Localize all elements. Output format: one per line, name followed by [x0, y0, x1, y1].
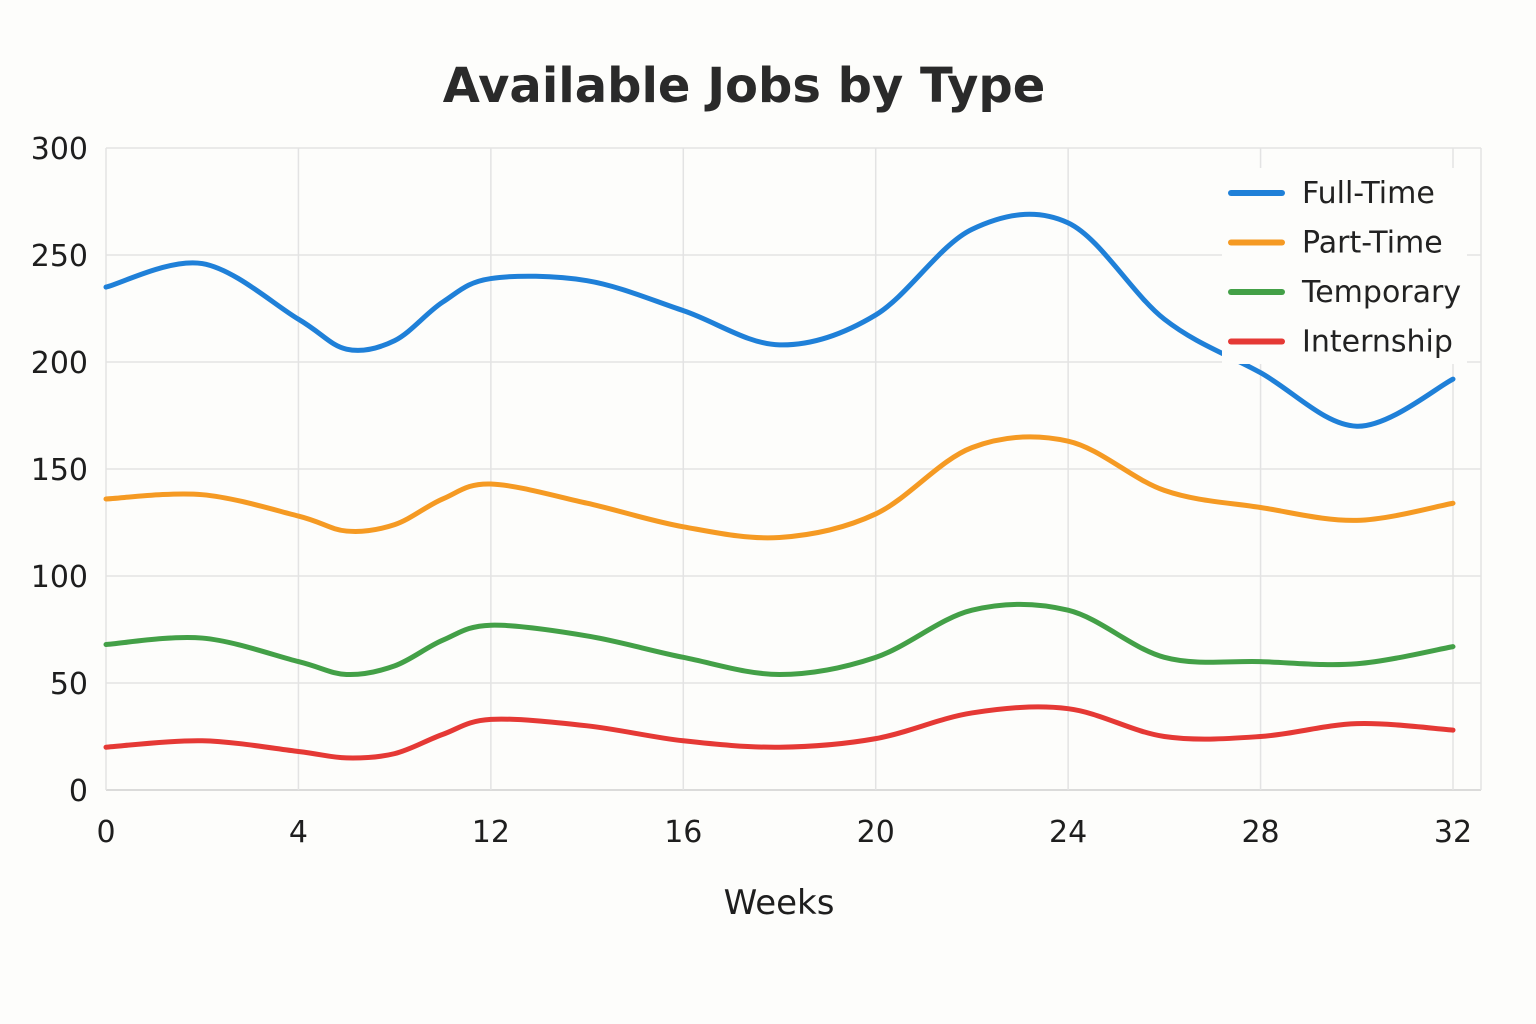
- legend-box: [1222, 168, 1467, 364]
- y-tick-label: 0: [69, 774, 88, 809]
- x-tick-label: 20: [857, 815, 895, 850]
- chart-title: Available Jobs by Type: [443, 58, 1046, 114]
- legend-label-part-time: Part-Time: [1302, 226, 1443, 261]
- x-tick-label: 28: [1241, 815, 1279, 850]
- x-tick-label: 4: [289, 815, 308, 850]
- grid-lines: [105, 147, 1482, 791]
- series-line-full-time: [103, 211, 1456, 429]
- y-tick-label: 100: [31, 560, 88, 595]
- y-tick-label: 50: [50, 667, 88, 702]
- series-line-temporary: [103, 601, 1456, 678]
- x-tick-label: 0: [96, 815, 115, 850]
- y-axis-ticks: 0 50 100 150 200 250 300: [31, 132, 88, 809]
- x-tick-label: 24: [1049, 815, 1087, 850]
- legend-label-temporary: Temporary: [1301, 275, 1461, 310]
- x-tick-label: 12: [472, 815, 510, 850]
- y-tick-label: 150: [31, 453, 88, 488]
- x-axis-label: Weeks: [724, 883, 835, 923]
- legend: Full-Time Part-Time Temporary Internship: [1222, 168, 1467, 364]
- series-line-internship: [103, 704, 1456, 761]
- series-lines: [103, 211, 1456, 761]
- legend-label-full-time: Full-Time: [1302, 176, 1435, 211]
- y-tick-label: 200: [31, 346, 88, 381]
- x-tick-label: 16: [664, 815, 702, 850]
- x-axis-ticks: 0 4 12 16 20 24 28 32: [96, 815, 1472, 850]
- y-tick-label: 300: [31, 132, 88, 167]
- legend-label-internship: Internship: [1302, 325, 1453, 360]
- y-tick-label: 250: [31, 239, 88, 274]
- series-line-part-time: [103, 434, 1456, 541]
- x-tick-label: 32: [1434, 815, 1472, 850]
